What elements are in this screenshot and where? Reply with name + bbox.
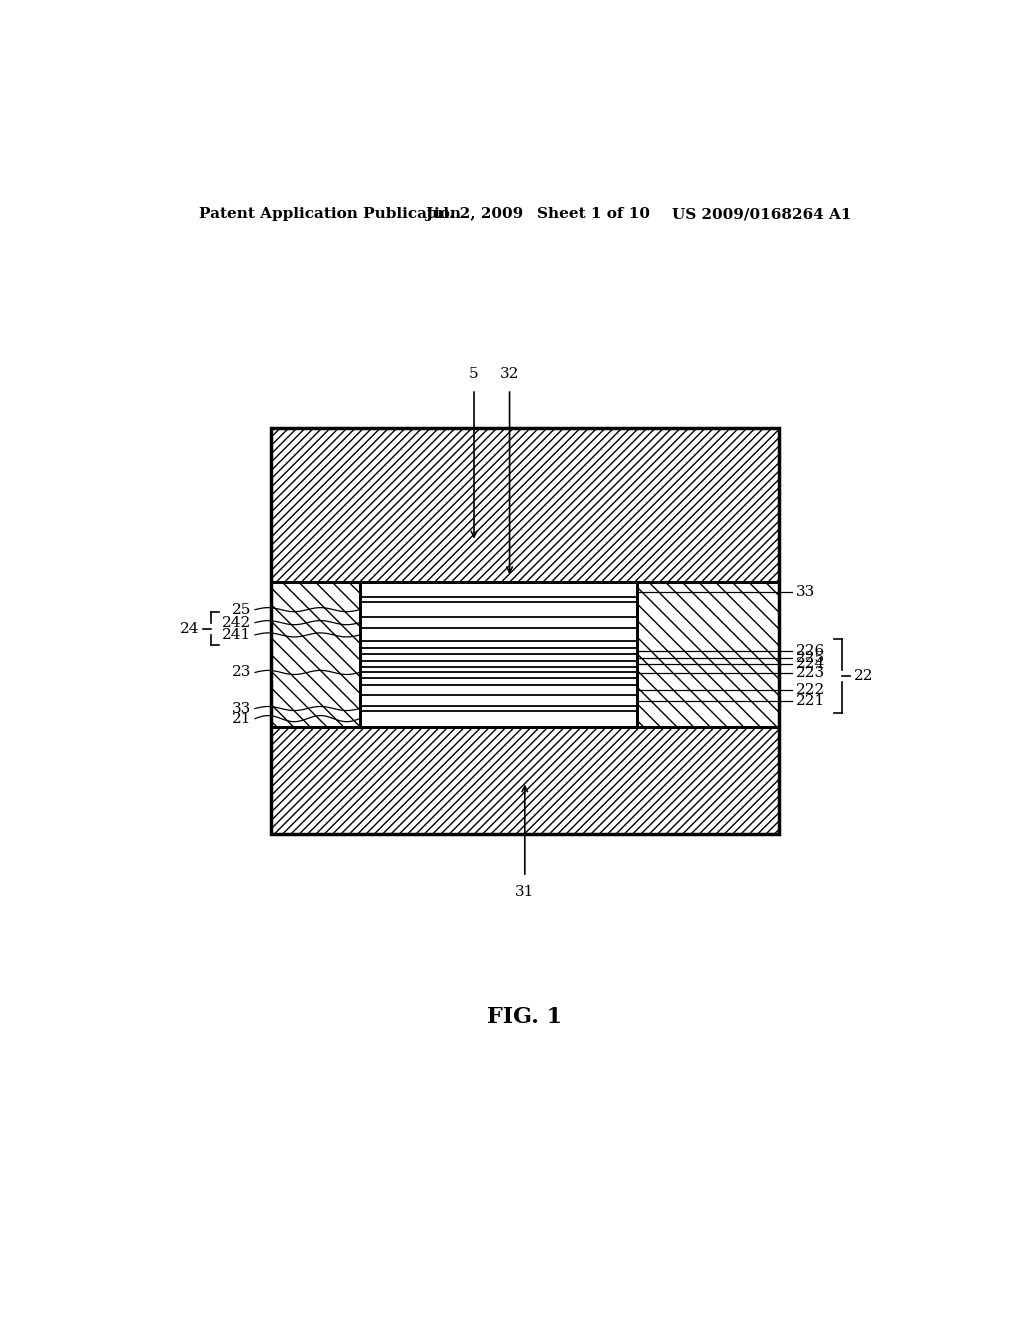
Bar xyxy=(359,616,637,628)
Text: 242: 242 xyxy=(222,615,251,630)
Bar xyxy=(359,667,637,672)
Text: 32: 32 xyxy=(500,367,519,381)
Bar xyxy=(359,602,637,616)
Bar xyxy=(270,428,779,834)
Bar xyxy=(637,582,779,726)
Bar xyxy=(270,726,779,834)
Text: 221: 221 xyxy=(797,693,825,708)
Bar xyxy=(359,685,637,694)
Text: 223: 223 xyxy=(797,665,825,680)
Text: 226: 226 xyxy=(797,644,825,659)
Text: Patent Application Publication: Patent Application Publication xyxy=(200,207,462,222)
Bar xyxy=(359,655,637,661)
Text: 222: 222 xyxy=(797,682,825,697)
Text: 25: 25 xyxy=(231,603,251,616)
Text: 224: 224 xyxy=(797,657,825,671)
Bar xyxy=(270,428,779,582)
Text: 23: 23 xyxy=(231,665,251,680)
Text: 33: 33 xyxy=(797,585,815,599)
Text: 24: 24 xyxy=(180,622,200,636)
Text: 33: 33 xyxy=(231,701,251,715)
Bar xyxy=(359,672,637,678)
Bar xyxy=(359,694,637,706)
Text: 21: 21 xyxy=(231,711,251,726)
Bar xyxy=(359,706,637,710)
Bar xyxy=(359,597,637,602)
Bar xyxy=(359,648,637,655)
Bar xyxy=(359,628,637,642)
Text: FIG. 1: FIG. 1 xyxy=(487,1006,562,1028)
Text: 5: 5 xyxy=(469,367,479,381)
Bar xyxy=(270,582,359,726)
Text: 225: 225 xyxy=(797,651,825,665)
Text: Jul. 2, 2009: Jul. 2, 2009 xyxy=(426,207,524,222)
Text: US 2009/0168264 A1: US 2009/0168264 A1 xyxy=(672,207,851,222)
Bar xyxy=(359,661,637,667)
Text: 22: 22 xyxy=(854,669,873,682)
Text: Sheet 1 of 10: Sheet 1 of 10 xyxy=(537,207,649,222)
Bar xyxy=(359,582,637,597)
Text: 31: 31 xyxy=(515,886,535,899)
Bar xyxy=(359,710,637,726)
Text: 241: 241 xyxy=(222,628,251,642)
Bar xyxy=(359,678,637,685)
Bar xyxy=(359,642,637,648)
